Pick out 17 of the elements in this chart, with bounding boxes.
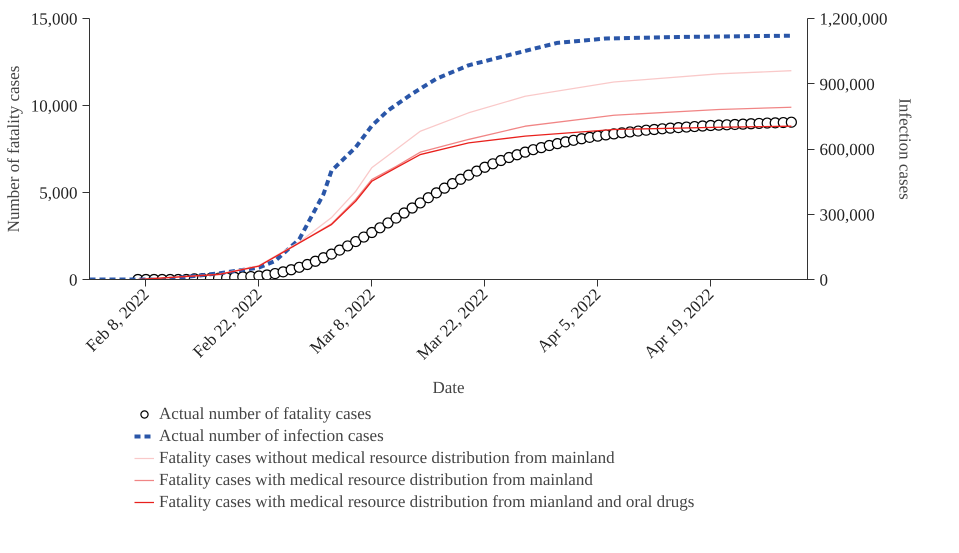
y-tick-label: 10,000 [30, 96, 78, 116]
y2-tick-label: 300,000 [820, 205, 875, 224]
y2-tick-label: 900,000 [820, 74, 875, 94]
y-axis-title: Number of fatality cases [4, 66, 23, 232]
y2-tick-label: 1,200,000 [820, 10, 888, 28]
legend-label: Fatality cases without medical resource distribution from mainland [159, 448, 615, 468]
y2-axis-title: Infection cases [896, 98, 914, 200]
x-axis-title: Date [432, 378, 465, 398]
y-tick-label: 5,000 [39, 184, 78, 202]
legend-label: Actual number of infection cases [159, 426, 384, 446]
y-tick-label: 0 [69, 270, 78, 290]
y2-tick-label: 0 [820, 270, 828, 290]
y-tick-label: 15,000 [30, 10, 78, 28]
legend-label: Fatality cases with medical resource distribution from mainland [159, 470, 593, 490]
legend-label: Actual number of fatality cases [159, 404, 372, 424]
legend-label: Fatality cases with medical resource distribution from mianland and oral drugs [159, 492, 694, 512]
y2-tick-label: 600,000 [820, 140, 875, 159]
